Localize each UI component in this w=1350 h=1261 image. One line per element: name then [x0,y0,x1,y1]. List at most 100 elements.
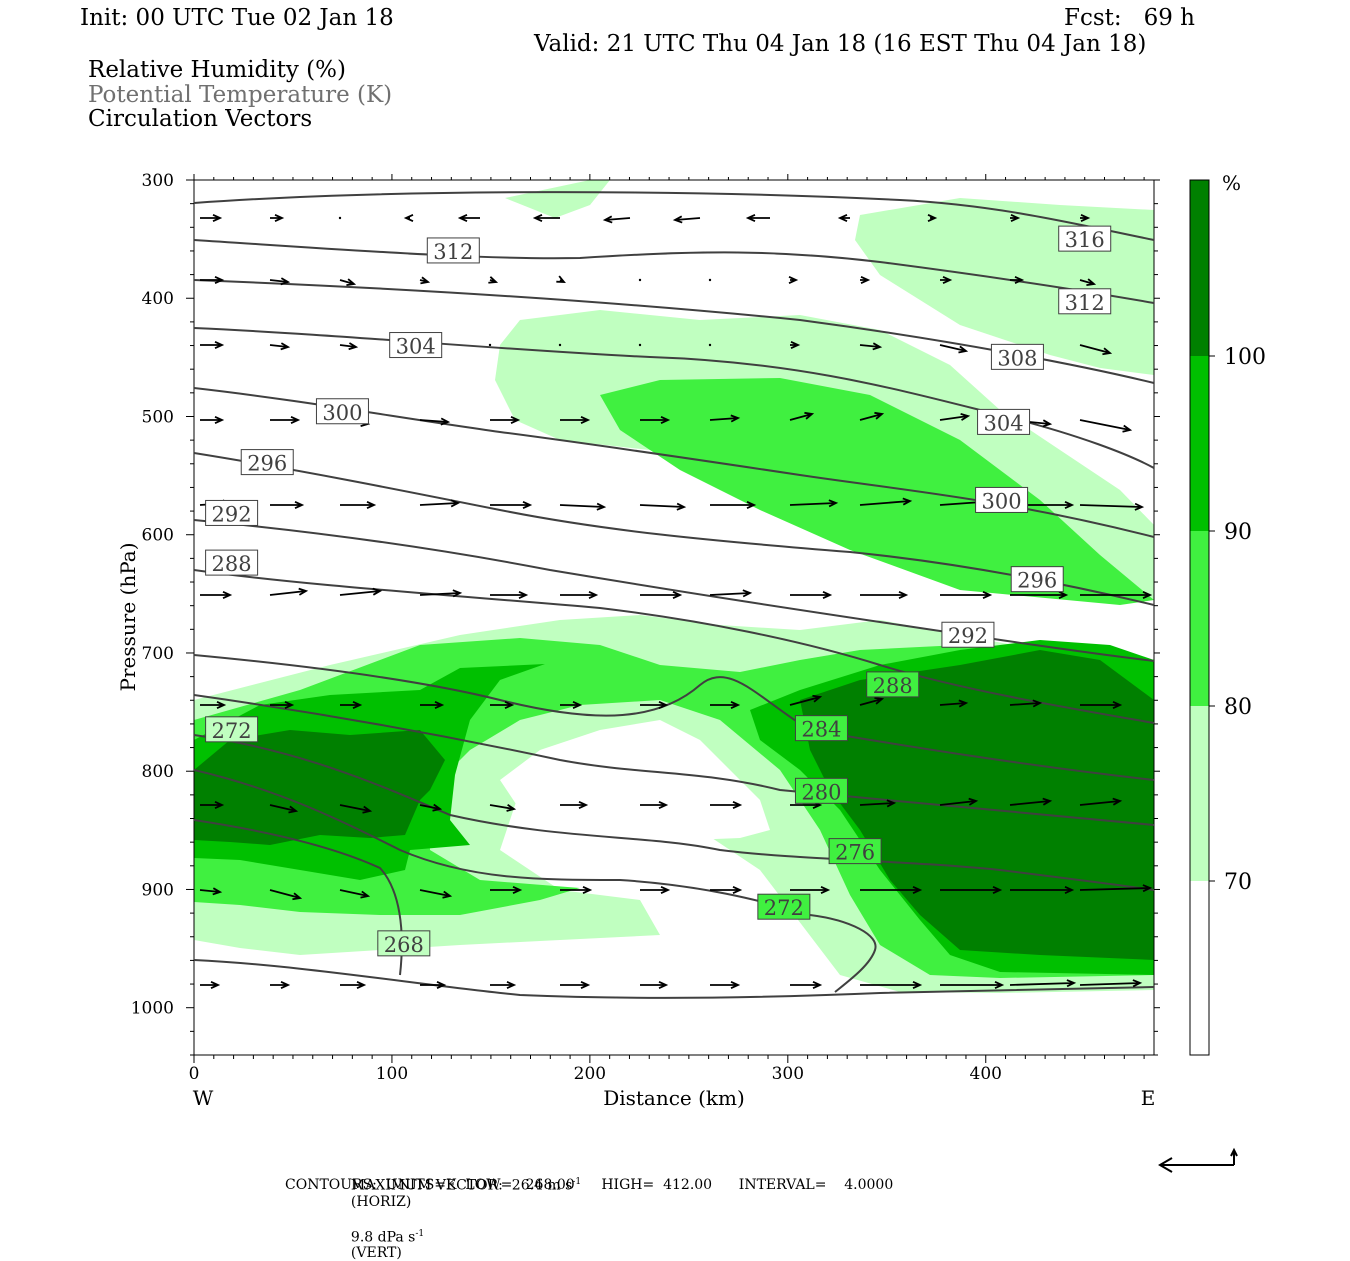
theta-label-text: 276 [835,841,875,865]
circulation-vector [340,981,367,989]
circulation-vector [200,591,233,599]
vert-exponent: -1 [415,1228,425,1239]
circulation-vector [490,981,517,989]
theta-label-308: 308 [990,343,1044,370]
circulation-vector [859,799,897,808]
axes: 300 400 500 600 700 800 900 1000 0 100 200 300 400 [131,171,1160,1084]
circulation-vector [790,341,801,349]
x-tick-label: 200 [574,1064,606,1084]
circulation-vector [403,214,414,222]
colorbar-labels: 70 80 90 100 [1209,345,1266,895]
theta-296 [194,452,1154,606]
y-tick-label: 1000 [131,999,174,1019]
theta-label-312: 312 [1058,288,1112,315]
circulation-vector [710,981,741,989]
circulation-vector [1079,419,1133,433]
theta-label-text: 292 [212,502,252,526]
colorbar-label: 100 [1224,345,1266,370]
field-vectors: Circulation Vectors [88,106,313,132]
theta-292 [194,519,1154,662]
circulation-vector [560,591,599,599]
max-vector-value: MAXIMUM VECTOR: 26.4 m s [350,1177,573,1194]
circulation-vector [560,801,589,809]
circulation-vector [939,413,971,421]
circulation-vector [790,886,831,894]
circulation-vector [709,414,741,423]
colorbar-frame [1189,179,1210,1056]
circulation-vector [560,416,591,424]
circulation-vector [1079,979,1143,988]
vector-calm [638,278,642,282]
circulation-vector [1010,886,1075,894]
theta-label-text: 288 [212,552,252,576]
circulation-vector [270,416,301,424]
circulation-vector [269,277,291,286]
circulation-vector [602,215,631,224]
theta-280 [194,694,1154,826]
circulation-vector [1010,591,1069,599]
theta-label-text: 272 [212,719,252,743]
circulation-vector [269,587,309,596]
circulation-vector [490,701,515,709]
theta-label-text: 296 [247,452,287,476]
colorbar-band-80 [1190,531,1209,706]
theta-label-272: 272 [757,893,811,920]
circulation-vector [939,344,969,354]
colorbar-label: 90 [1224,520,1252,545]
colorbar-band-90 [1190,356,1209,531]
circulation-vector [860,886,923,894]
theta-label-316: 316 [1058,225,1112,252]
theta-316 [194,191,1154,241]
circulation-vector [269,889,303,901]
circulation-vector [927,214,938,222]
circulation-vector [489,803,517,812]
circulation-vector [1079,502,1145,511]
circulation-vector [199,887,223,896]
circulation-vector [939,699,969,708]
theta-label-text: 284 [801,718,841,742]
circulation-vector [939,797,979,806]
rh-fill-100-lower-left [194,730,445,845]
circulation-vector [490,591,529,599]
circulation-vector [640,981,669,989]
y-tick-label: 900 [142,880,174,900]
theta-label-304: 304 [389,332,443,359]
max-vector-exponent: -1 [572,1177,582,1187]
circulation-vector [640,801,669,809]
theta-label-text: 296 [1017,569,1057,593]
y-axis-title: Pressure (hPa) [116,543,140,692]
circulation-vector [640,886,671,894]
circulation-vector [419,589,463,598]
circulation-vector [1009,699,1043,708]
circulation-vector [859,342,883,351]
circulation-vector [710,501,757,509]
theta-272 [194,769,877,993]
circulation-vector [339,587,383,596]
theta-label-text: 288 [873,674,913,698]
circulation-vector [339,278,357,286]
y-tick-label: 400 [142,289,174,309]
circulation-vector [200,341,225,349]
theta-label-296: 296 [240,449,294,476]
theta-label-292: 292 [205,499,259,526]
circulation-vector [1080,701,1123,709]
colorbar-band-low [1190,881,1209,1055]
theta-label-text: 280 [801,780,841,804]
field-theta: Potential Temperature (K) [88,82,393,108]
theta-label-276: 276 [828,838,882,865]
theta-label-text: 268 [384,933,424,957]
theta-308 [194,279,1154,384]
circulation-vector [560,981,591,989]
circulation-vector [789,499,839,508]
circulation-vector [420,701,445,709]
circulation-vector [419,499,461,508]
theta-284 [194,654,1154,781]
theta-label-text: 292 [948,624,988,648]
theta-label-text: 300 [982,489,1022,513]
x-tick-label: 400 [970,1064,1002,1084]
horiz-label: (HORIZ) [350,1193,412,1210]
x-tick-label: 100 [376,1064,408,1084]
west-label: W [193,1086,214,1110]
colorbar-band-70 [1190,706,1209,881]
circulation-vector [419,803,443,812]
